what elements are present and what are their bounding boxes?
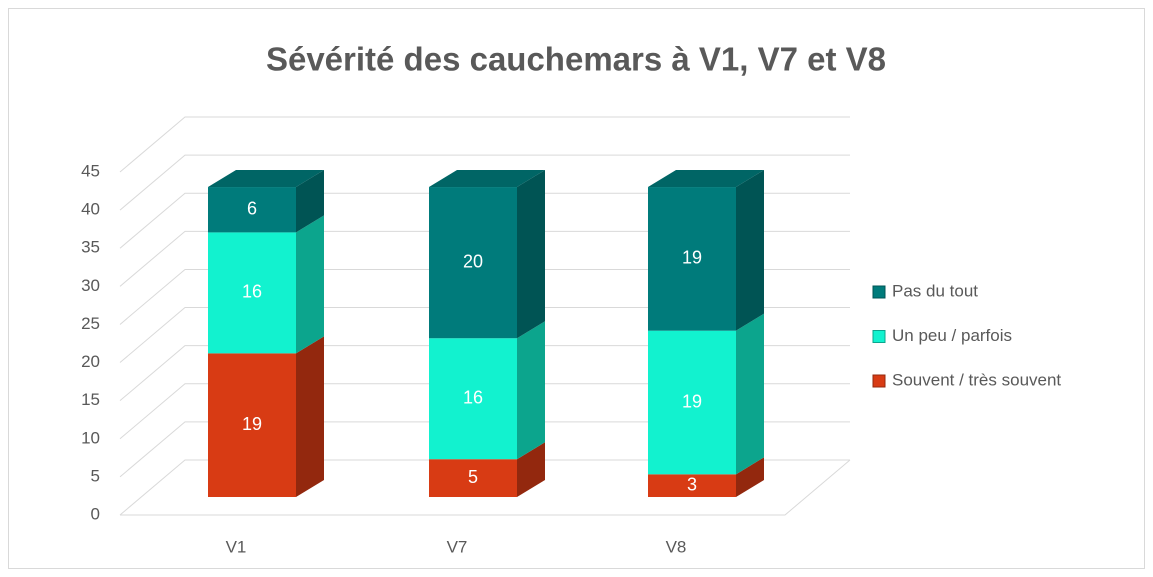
- bar-segment: [208, 215, 324, 354]
- legend-swatch: [872, 330, 886, 343]
- y-tick-label: 5: [91, 466, 100, 485]
- y-tick-label: 40: [81, 200, 100, 219]
- grid-line: [119, 307, 850, 363]
- bar-front: [429, 187, 517, 339]
- y-tick-label: 35: [81, 238, 100, 257]
- bar-segment: [429, 442, 545, 497]
- data-label: 20: [463, 251, 483, 271]
- bar-side: [517, 442, 545, 497]
- grid-line: [119, 192, 850, 249]
- legend-swatch: [872, 374, 886, 388]
- y-tick-label: 0: [91, 504, 100, 523]
- bar-side: [736, 170, 764, 331]
- grid-line: [119, 116, 850, 173]
- bar-segment: [648, 170, 764, 331]
- bar-segment: [648, 313, 764, 475]
- grid-line: [119, 383, 850, 440]
- x-tick-label: V8: [666, 537, 687, 556]
- bar-side: [736, 457, 764, 497]
- bar-front: [648, 330, 736, 475]
- data-label: 16: [242, 282, 262, 302]
- grid-line: [119, 421, 850, 478]
- bar-segment: [208, 170, 324, 233]
- bar-front: [648, 474, 736, 497]
- grid-line: [119, 268, 850, 325]
- x-tick-label: V7: [447, 537, 468, 556]
- data-label: 19: [682, 248, 702, 268]
- y-tick-label: 15: [81, 390, 100, 409]
- data-label: 16: [463, 387, 483, 407]
- bar-segment: [429, 321, 545, 460]
- bar-front: [208, 232, 296, 354]
- bar-side: [736, 313, 764, 475]
- data-label: 3: [687, 474, 697, 494]
- y-tick-label: 25: [81, 314, 100, 333]
- bar-top: [208, 170, 324, 188]
- bar-side: [296, 336, 324, 497]
- bar-top: [648, 170, 764, 188]
- bar-front: [208, 187, 296, 233]
- bar-front: [429, 338, 517, 460]
- bar-segment: [208, 336, 324, 497]
- floor-edge: [120, 459, 851, 516]
- grid-line: [119, 345, 850, 402]
- bar-segment: [648, 457, 764, 497]
- bar-top: [429, 170, 545, 188]
- bar-side: [517, 170, 545, 339]
- bar-side: [296, 170, 324, 233]
- chart-border: [8, 8, 1145, 569]
- chart-title: Sévérité des cauchemars à V1, V7 et V8: [266, 41, 886, 78]
- legend-label: Pas du tout: [892, 281, 978, 300]
- legend-label: Un peu / parfois: [892, 326, 1012, 345]
- bar-front: [208, 353, 296, 497]
- grid-line: [119, 459, 850, 516]
- y-tick-label: 20: [81, 352, 100, 371]
- bar-side: [517, 321, 545, 460]
- data-label: 6: [247, 198, 257, 218]
- y-tick-label: 30: [81, 276, 100, 295]
- bar-side: [296, 215, 324, 354]
- data-label: 5: [468, 467, 478, 487]
- legend-swatch: [872, 285, 886, 299]
- data-label: 19: [242, 414, 262, 434]
- y-tick-label: 45: [81, 161, 100, 180]
- grid-line: [119, 154, 850, 211]
- grid-line: [119, 230, 850, 287]
- y-tick-label: 10: [81, 428, 100, 447]
- legend-label: Souvent / très souvent: [892, 370, 1061, 389]
- x-tick-label: V1: [226, 537, 247, 556]
- bar-segment: [429, 170, 545, 339]
- bar-front: [429, 459, 517, 497]
- bar-front: [648, 187, 736, 331]
- data-label: 19: [682, 391, 702, 411]
